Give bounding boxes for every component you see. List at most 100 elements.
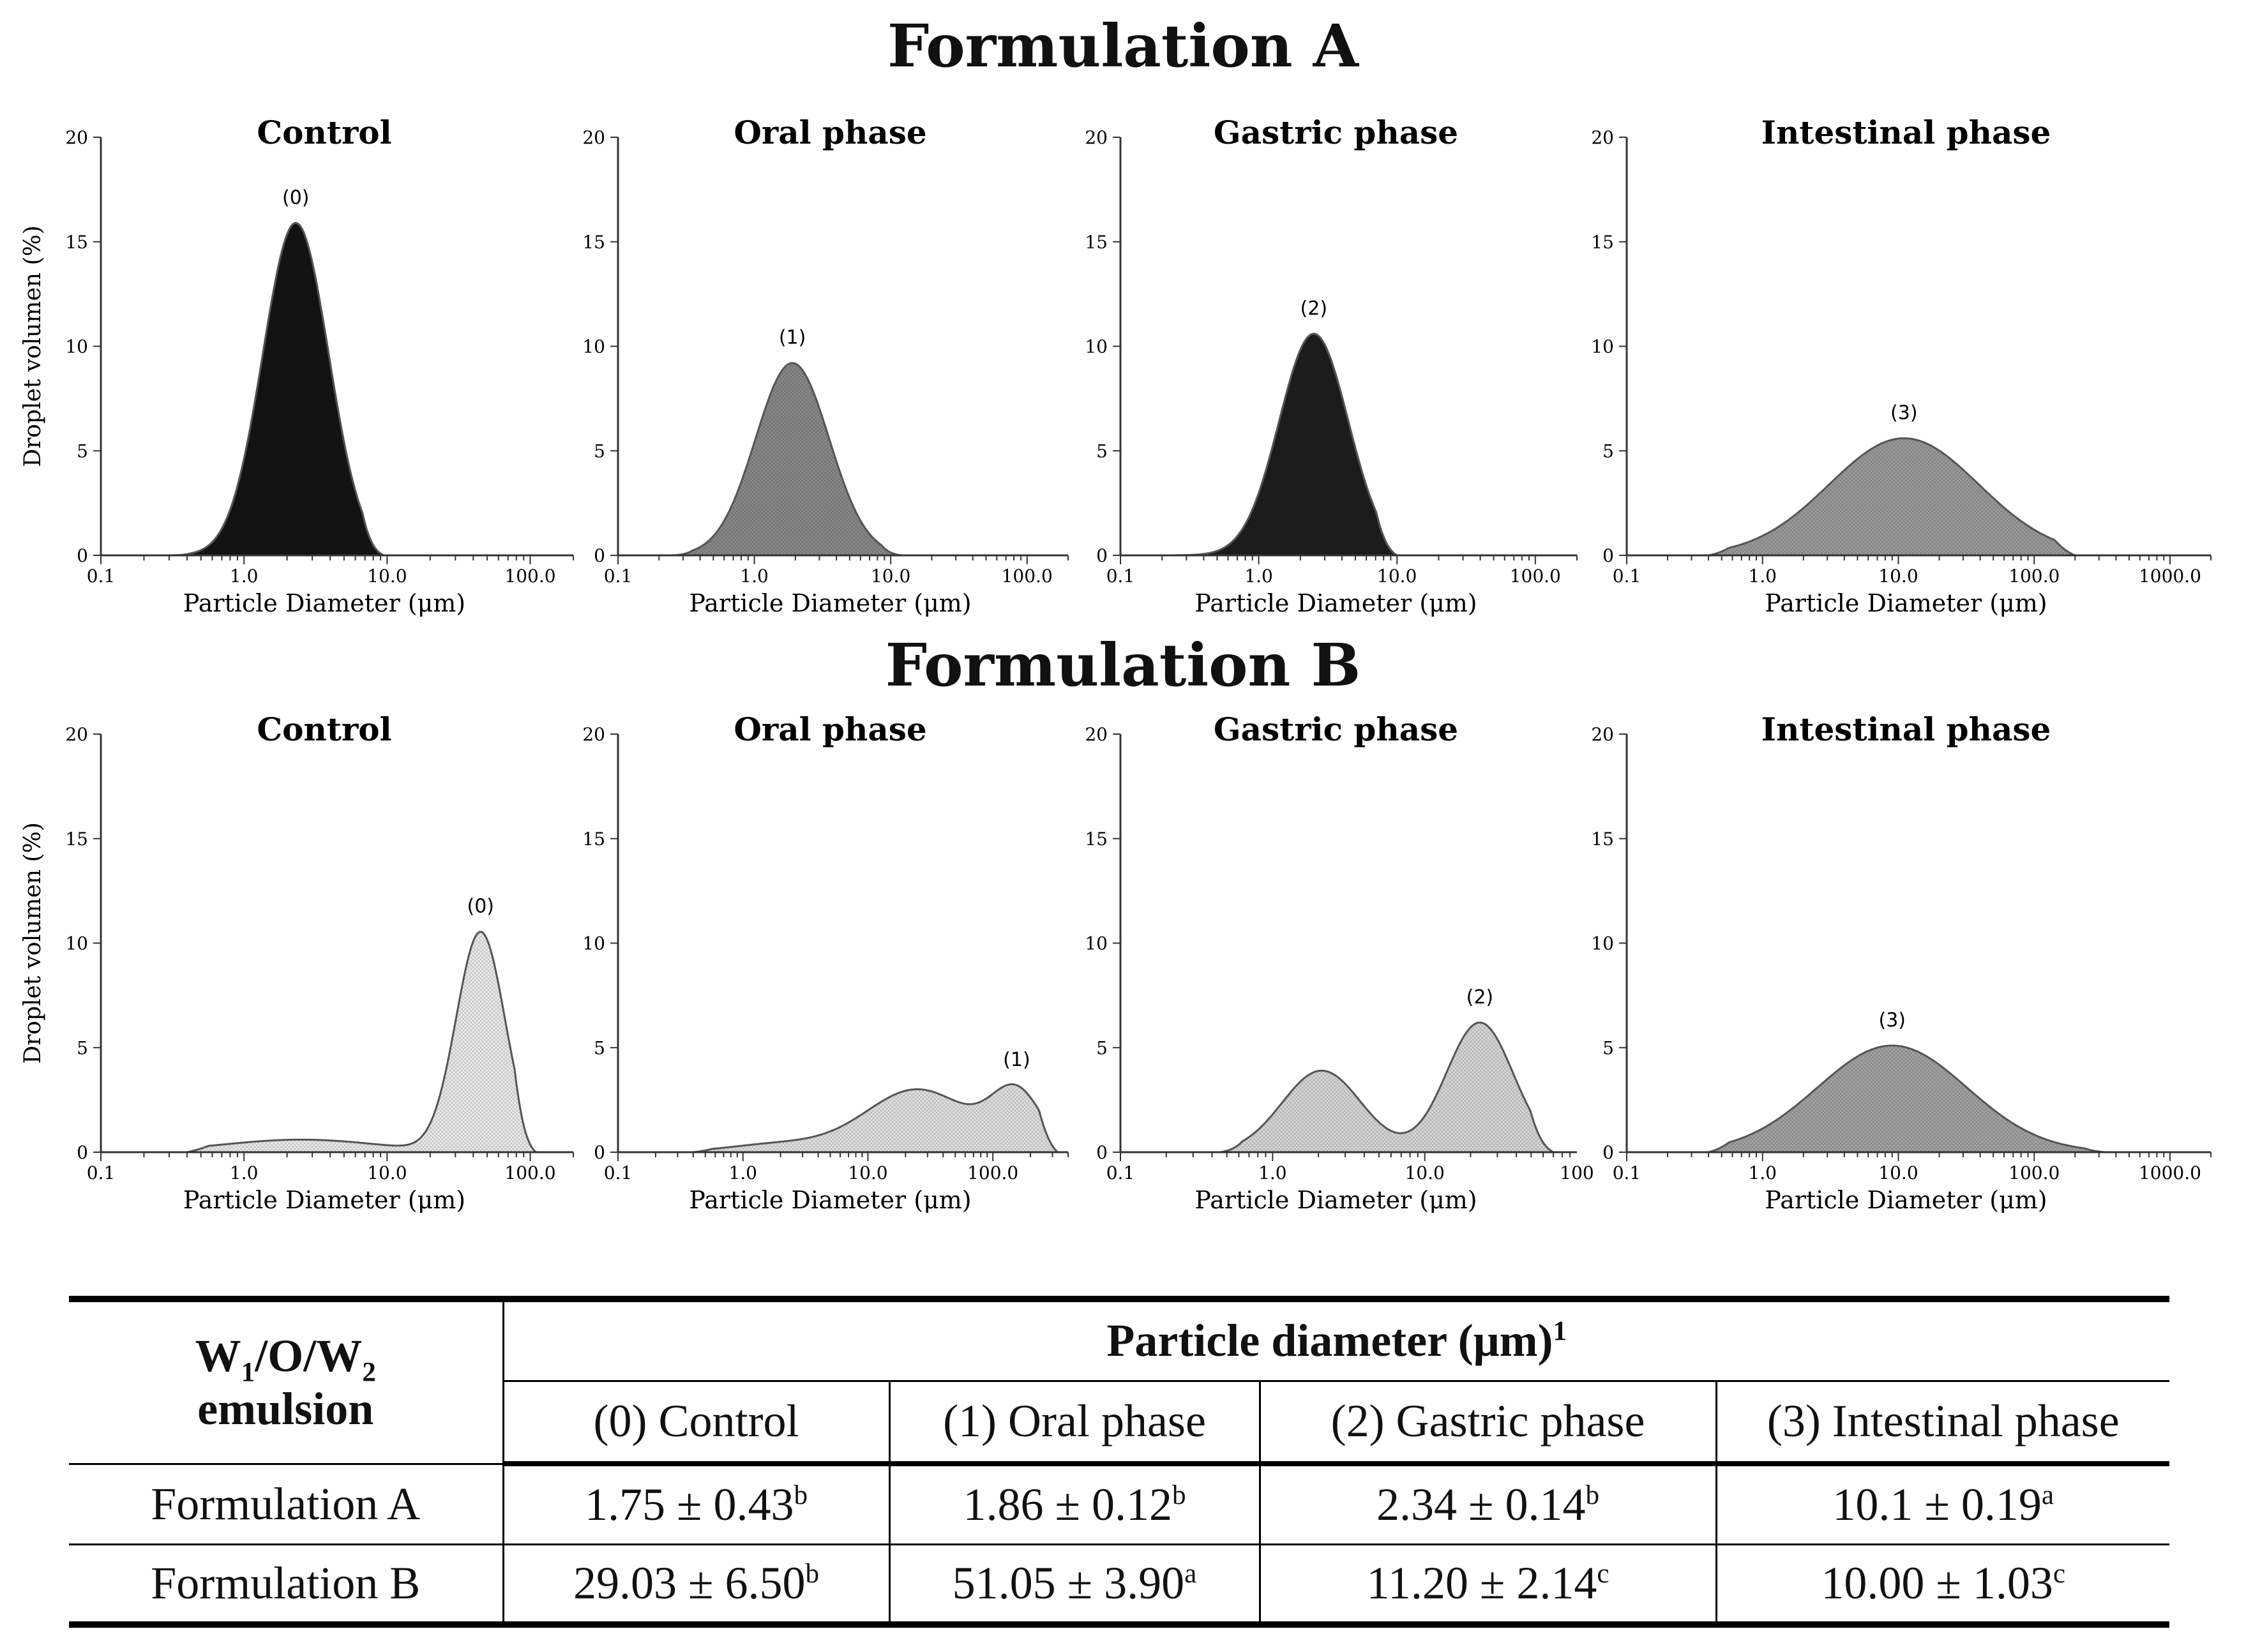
particle-diameter-header: Particle diameter (μm)1 <box>502 1298 2169 1382</box>
y-tick-label: 10 <box>1591 933 1614 954</box>
x-tick-label: 100 <box>1560 1162 1594 1183</box>
peak-label: (3) <box>1890 402 1918 424</box>
distribution-area <box>1708 437 2076 557</box>
x-tick-label: 100.0 <box>1510 566 1561 587</box>
x-tick-label: 0.1 <box>604 1162 633 1183</box>
y-tick-label: 15 <box>65 232 88 253</box>
x-tick-label: 10.0 <box>1878 1162 1918 1183</box>
x-axis-label: Particle Diameter (μm) <box>1195 1186 1477 1213</box>
distribution-area <box>186 931 539 1153</box>
x-tick-label: 0.1 <box>1106 566 1135 587</box>
chart-title: Gastric phase <box>1214 710 1458 748</box>
x-tick-label: 10.0 <box>367 1162 407 1183</box>
x-axis-label: Particle Diameter (μm) <box>689 589 971 617</box>
y-tick-label: 10 <box>582 933 605 954</box>
y-tick-label: 10 <box>65 336 88 357</box>
column-header: (0) Control <box>502 1379 891 1466</box>
distribution-area <box>672 362 902 557</box>
formulation-a-title: Formulation A <box>887 11 1359 80</box>
x-tick-label: 1.0 <box>1258 1162 1287 1183</box>
distribution-charts: (0) 0.1 1.0 10.0 100.0 0 5 10 15 20 Control Particl… <box>20 114 2212 1213</box>
emulsion-header: W1/O/W2 emulsion <box>69 1298 504 1465</box>
y-tick-label: 20 <box>582 724 605 745</box>
y-tick-label: 15 <box>582 232 605 253</box>
x-tick-label: 1.0 <box>230 566 259 587</box>
x-tick-label: 10.0 <box>1878 566 1918 587</box>
y-tick-label: 20 <box>1085 127 1108 148</box>
distribution-area <box>1219 1021 1554 1153</box>
distribution-area <box>1162 333 1401 557</box>
x-tick-label: 100.0 <box>2009 1162 2060 1183</box>
y-tick-label: 10 <box>582 336 605 357</box>
table-cell: 11.20 ± 2.14c <box>1258 1543 1717 1626</box>
table-cell: 1.86 ± 0.12b <box>888 1462 1261 1545</box>
x-tick-label: 0.1 <box>87 1162 116 1183</box>
y-tick-label: 5 <box>594 1037 605 1058</box>
y-tick-label: 20 <box>1085 724 1108 745</box>
chart-title: Control <box>257 710 391 748</box>
y-tick-label: 20 <box>65 724 88 745</box>
table-cell: 10.1 ± 0.19a <box>1715 1462 2169 1545</box>
y-axis-label: Droplet volumen (%) <box>20 822 46 1064</box>
x-tick-label: 1.0 <box>1748 1162 1777 1183</box>
x-tick-label: 100.0 <box>504 1162 555 1183</box>
x-axis-label: Particle Diameter (μm) <box>1195 589 1477 617</box>
y-tick-label: 5 <box>77 1037 88 1058</box>
distribution-area <box>693 1083 1060 1153</box>
y-tick-label: 0 <box>594 545 605 566</box>
x-tick-label: 0.1 <box>1613 566 1641 587</box>
y-tick-label: 10 <box>1085 933 1108 954</box>
y-tick-label: 10 <box>65 933 88 954</box>
table-row: Formulation A 1.75 ± 0.43b 1.86 ± 0.12b … <box>69 1462 2169 1545</box>
x-tick-label: 1000.0 <box>2139 566 2201 587</box>
y-tick-label: 15 <box>1085 232 1108 253</box>
table-row: Formulation B 29.03 ± 6.50b 51.05 ± 3.90… <box>69 1543 2169 1626</box>
x-tick-label: 1.0 <box>728 1162 757 1183</box>
y-tick-label: 0 <box>77 1142 88 1163</box>
x-tick-label: 100.0 <box>504 566 555 587</box>
y-tick-label: 5 <box>77 440 88 462</box>
chart-title: Oral phase <box>734 710 926 748</box>
x-tick-label: 1.0 <box>1244 566 1273 587</box>
y-tick-label: 5 <box>1602 440 1614 462</box>
x-tick-label: 0.1 <box>604 566 633 587</box>
x-axis-label: Particle Diameter (μm) <box>1765 1186 2047 1213</box>
y-tick-label: 15 <box>1591 232 1614 253</box>
peak-label: (3) <box>1878 1009 1906 1032</box>
distribution-area <box>169 222 385 557</box>
y-tick-label: 15 <box>1591 829 1614 850</box>
y-tick-label: 0 <box>1096 1142 1108 1163</box>
peak-label: (0) <box>467 896 495 918</box>
y-tick-label: 0 <box>77 545 88 566</box>
column-header: (1) Oral phase <box>888 1379 1261 1466</box>
y-tick-label: 5 <box>1096 1037 1108 1058</box>
table-cell: 2.34 ± 0.14b <box>1258 1462 1717 1545</box>
chart-title: Oral phase <box>734 114 926 151</box>
y-tick-label: 20 <box>1591 127 1614 148</box>
peak-label: (2) <box>1466 986 1494 1009</box>
y-tick-label: 20 <box>582 127 605 148</box>
formulation-b-title: Formulation B <box>885 631 1361 700</box>
column-header: (3) Intestinal phase <box>1715 1379 2169 1466</box>
y-tick-label: 5 <box>1096 440 1108 462</box>
y-tick-label: 15 <box>65 829 88 850</box>
x-tick-label: 1.0 <box>230 1162 259 1183</box>
row-label: Formulation A <box>69 1462 504 1545</box>
chart-title: Intestinal phase <box>1761 114 2051 151</box>
y-tick-label: 5 <box>594 440 605 462</box>
table-cell: 1.75 ± 0.43b <box>502 1462 891 1545</box>
x-tick-label: 1.0 <box>740 566 769 587</box>
y-tick-label: 15 <box>582 829 605 850</box>
distribution-area <box>1708 1044 2105 1153</box>
x-tick-label: 100.0 <box>1002 566 1053 587</box>
y-tick-label: 0 <box>1096 545 1108 566</box>
y-tick-label: 0 <box>1602 1142 1614 1163</box>
y-tick-label: 20 <box>1591 724 1614 745</box>
column-header: (2) Gastric phase <box>1258 1379 1717 1466</box>
x-tick-label: 100.0 <box>2009 566 2060 587</box>
chart-title: Gastric phase <box>1214 114 1458 151</box>
table-cell: 29.03 ± 6.50b <box>502 1543 891 1626</box>
peak-label: (1) <box>1003 1049 1030 1071</box>
y-tick-label: 0 <box>1602 545 1614 566</box>
x-tick-label: 10.0 <box>367 566 407 587</box>
